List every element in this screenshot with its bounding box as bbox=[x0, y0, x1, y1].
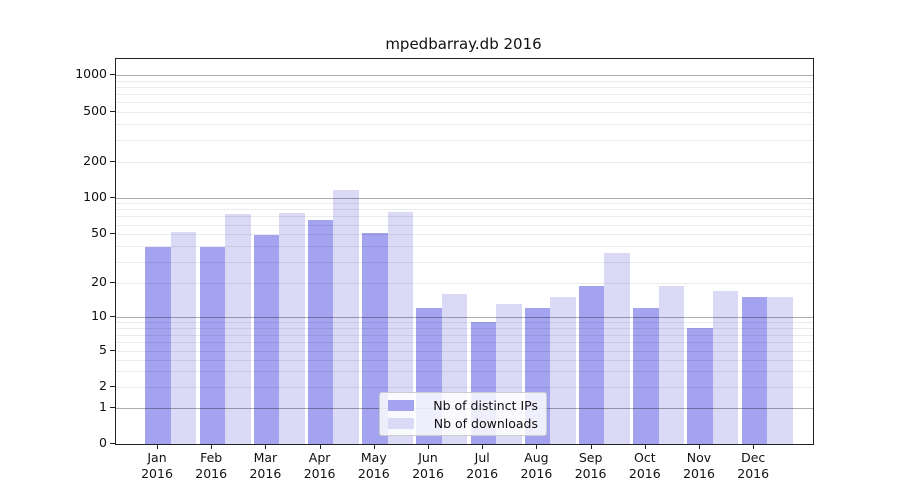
y-tick-label-10: 10 bbox=[91, 308, 107, 323]
bar-distinct-ips-feb bbox=[199, 247, 225, 444]
x-tick-mark bbox=[157, 444, 158, 449]
bar-downloads-feb bbox=[225, 214, 251, 444]
y-tick-mark bbox=[110, 443, 115, 444]
y-tick-mark bbox=[110, 160, 115, 162]
x-tick-mark bbox=[265, 444, 267, 449]
x-tick-label-oct: Oct 2016 bbox=[628, 450, 661, 481]
bar-distinct-ips-nov bbox=[687, 327, 713, 444]
chart-title: mpedbarray.db 2016 bbox=[385, 35, 542, 53]
y-tick-mark bbox=[110, 74, 115, 75]
bar-distinct-ips-jan bbox=[145, 247, 171, 444]
y-tick-label-200: 200 bbox=[83, 152, 107, 168]
y-tick-label-500: 500 bbox=[83, 103, 107, 118]
y-tick-label-100: 100 bbox=[83, 188, 107, 204]
legend-swatch-distinct-ips bbox=[388, 399, 414, 411]
x-tick-mark bbox=[428, 444, 429, 449]
bar-downloads-apr bbox=[333, 190, 359, 444]
x-tick-label-aug: Aug 2016 bbox=[520, 450, 553, 481]
x-tick-mark bbox=[319, 444, 321, 449]
x-tick-mark bbox=[753, 444, 755, 449]
x-tick-label-mar: Mar 2016 bbox=[249, 450, 282, 481]
x-tick-mark bbox=[373, 444, 375, 449]
y-tick-mark bbox=[110, 111, 115, 112]
bars-layer bbox=[116, 59, 813, 444]
y-tick-label-1000: 1000 bbox=[75, 66, 107, 81]
legend-row-distinct-ips: Nb of distinct IPs bbox=[388, 398, 538, 413]
bar-distinct-ips-dec bbox=[741, 297, 767, 444]
bar-distinct-ips-mar bbox=[253, 235, 280, 444]
bar-downloads-dec bbox=[767, 297, 793, 444]
y-tick-mark bbox=[110, 316, 115, 317]
legend-label-downloads: Nb of downloads bbox=[433, 415, 538, 431]
x-tick-label-apr: Apr 2016 bbox=[303, 450, 336, 481]
plot-area bbox=[115, 58, 814, 445]
bar-distinct-ips-apr bbox=[307, 220, 334, 444]
bar-downloads-aug bbox=[550, 297, 576, 444]
x-tick-label-nov: Nov 2016 bbox=[683, 450, 715, 481]
legend-swatch-downloads bbox=[388, 417, 414, 429]
x-tick-mark bbox=[699, 444, 700, 449]
x-tick-mark bbox=[482, 444, 484, 449]
bar-distinct-ips-oct bbox=[633, 308, 659, 444]
x-tick-mark bbox=[590, 444, 592, 449]
y-tick-mark bbox=[110, 196, 115, 198]
x-tick-label-may: May 2016 bbox=[357, 450, 390, 481]
x-tick-label-jul: Jul 2016 bbox=[466, 450, 499, 481]
legend-label-distinct-ips: Nb of distinct IPs bbox=[433, 397, 538, 413]
legend: Nb of distinct IPs Nb of downloads bbox=[379, 392, 547, 436]
y-tick-mark bbox=[110, 386, 115, 388]
bar-downloads-jan bbox=[170, 231, 197, 444]
y-tick-label-0: 0 bbox=[99, 435, 107, 450]
y-tick-label-20: 20 bbox=[91, 274, 107, 290]
bar-downloads-nov bbox=[712, 291, 739, 444]
y-tick-label-50: 50 bbox=[91, 225, 107, 240]
x-tick-label-feb: Feb 2016 bbox=[195, 450, 228, 481]
y-tick-label-1: 1 bbox=[99, 399, 107, 415]
x-tick-mark bbox=[536, 444, 538, 449]
legend-row-downloads: Nb of downloads bbox=[388, 416, 538, 431]
x-tick-mark bbox=[644, 444, 646, 449]
x-tick-label-jan: Jan 2016 bbox=[141, 450, 173, 481]
y-tick-mark bbox=[110, 407, 115, 409]
y-tick-label-5: 5 bbox=[99, 342, 107, 357]
bar-distinct-ips-sep bbox=[578, 285, 605, 444]
y-tick-mark bbox=[110, 233, 115, 234]
y-tick-mark bbox=[110, 282, 115, 284]
bar-downloads-mar bbox=[279, 212, 305, 444]
x-tick-label-jun: Jun 2016 bbox=[412, 450, 444, 481]
x-tick-label-sep: Sep 2016 bbox=[574, 450, 607, 481]
y-tick-mark bbox=[110, 350, 115, 351]
x-tick-label-dec: Dec 2016 bbox=[737, 450, 770, 481]
y-tick-label-2: 2 bbox=[99, 378, 107, 394]
x-tick-mark bbox=[211, 444, 213, 449]
bar-downloads-sep bbox=[604, 253, 630, 444]
bar-downloads-oct bbox=[658, 285, 684, 444]
